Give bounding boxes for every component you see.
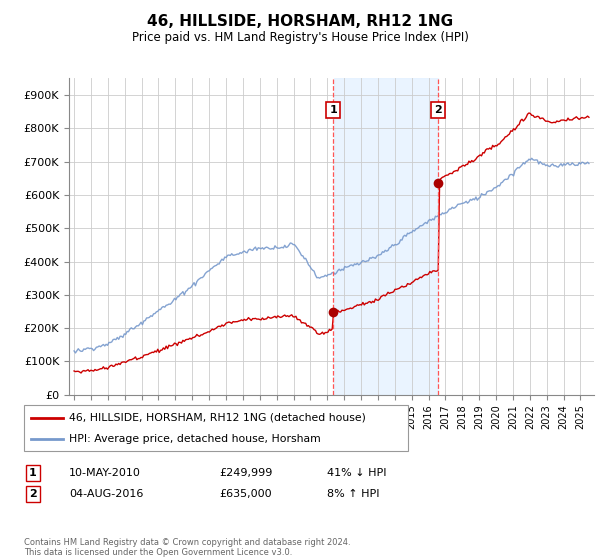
Text: 8% ↑ HPI: 8% ↑ HPI bbox=[327, 489, 380, 499]
Text: 46, HILLSIDE, HORSHAM, RH12 1NG: 46, HILLSIDE, HORSHAM, RH12 1NG bbox=[147, 14, 453, 29]
Text: £635,000: £635,000 bbox=[219, 489, 272, 499]
Text: £249,999: £249,999 bbox=[219, 468, 272, 478]
Text: 41% ↓ HPI: 41% ↓ HPI bbox=[327, 468, 386, 478]
Text: 46, HILLSIDE, HORSHAM, RH12 1NG (detached house): 46, HILLSIDE, HORSHAM, RH12 1NG (detache… bbox=[69, 413, 366, 423]
Text: 04-AUG-2016: 04-AUG-2016 bbox=[69, 489, 143, 499]
Text: 10-MAY-2010: 10-MAY-2010 bbox=[69, 468, 141, 478]
Text: Price paid vs. HM Land Registry's House Price Index (HPI): Price paid vs. HM Land Registry's House … bbox=[131, 31, 469, 44]
Text: 2: 2 bbox=[29, 489, 37, 499]
Text: 1: 1 bbox=[29, 468, 37, 478]
Text: HPI: Average price, detached house, Horsham: HPI: Average price, detached house, Hors… bbox=[69, 435, 321, 444]
Text: 2: 2 bbox=[434, 105, 442, 115]
Text: 1: 1 bbox=[329, 105, 337, 115]
Text: Contains HM Land Registry data © Crown copyright and database right 2024.
This d: Contains HM Land Registry data © Crown c… bbox=[24, 538, 350, 557]
